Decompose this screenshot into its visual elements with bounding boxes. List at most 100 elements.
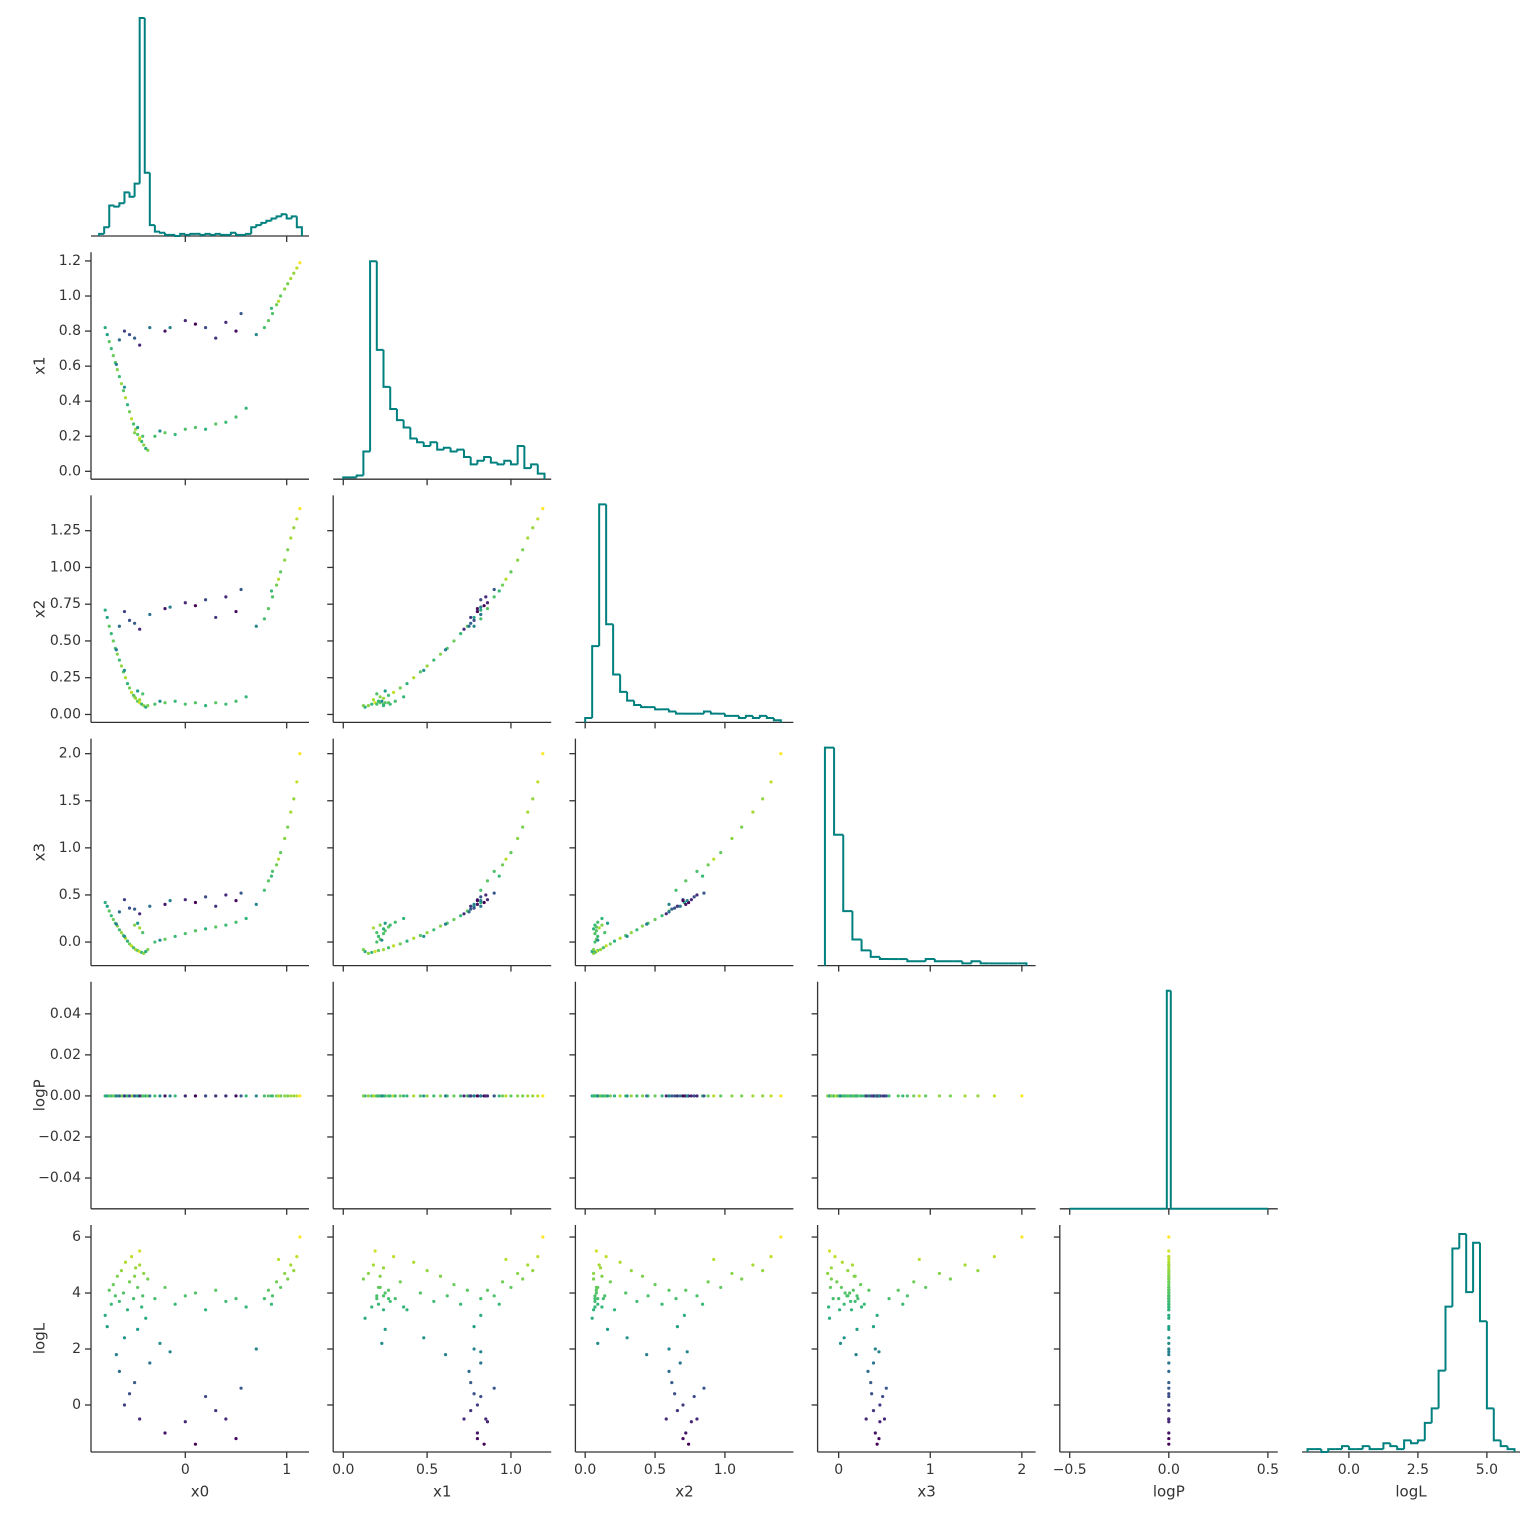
scatter-point <box>469 615 473 620</box>
scatter-point <box>673 1392 677 1396</box>
hist-bin <box>128 192 135 198</box>
scatter-point <box>526 1094 530 1098</box>
scatter-point <box>479 888 483 892</box>
scatter-point <box>127 1280 132 1284</box>
scatter-point <box>109 1302 113 1306</box>
scatter-point <box>138 627 142 631</box>
scatter-point <box>193 1442 198 1446</box>
hist-bin <box>612 624 621 676</box>
scatter-point <box>591 927 596 931</box>
scatter-point <box>719 850 723 855</box>
scatter-point <box>1167 1386 1171 1390</box>
scatter-point <box>432 1094 436 1098</box>
scatter-point <box>873 1347 877 1351</box>
scatter-point <box>113 1294 117 1298</box>
scatter-point <box>125 939 130 943</box>
scatter-point <box>107 624 111 628</box>
scatter-point <box>740 825 744 829</box>
scatter-point <box>1167 1257 1171 1262</box>
scatter-point <box>740 1277 744 1281</box>
hist-bin <box>1485 1321 1494 1410</box>
scatter-point <box>183 318 187 323</box>
scatter-point <box>438 652 443 656</box>
scatter-point <box>635 1299 639 1304</box>
scatter-point <box>295 517 299 521</box>
x-axis-label: x3 <box>917 1483 935 1501</box>
scatter-point <box>596 1297 600 1301</box>
y-tick-label: 0.75 <box>50 596 81 612</box>
scatter-point <box>405 939 409 943</box>
scatter-point <box>878 1420 882 1424</box>
y-tick-label: 0.0 <box>59 463 81 479</box>
scatter-point <box>119 1269 124 1273</box>
scatter-point <box>856 1297 860 1301</box>
scatter-point <box>593 1094 597 1098</box>
scatter-point <box>203 427 208 431</box>
scatter-point <box>193 425 198 430</box>
scatter-point <box>469 904 473 908</box>
scatter-point <box>148 1361 152 1365</box>
scatter-point <box>148 325 152 330</box>
hist-bin <box>598 503 607 647</box>
scatter-point <box>114 922 118 926</box>
scatter-point <box>833 1255 837 1259</box>
hist-bin <box>255 224 262 228</box>
scatter-point <box>695 869 699 874</box>
scatter-point <box>689 1420 693 1424</box>
scatter-point <box>593 1305 597 1309</box>
scatter-point <box>469 621 473 625</box>
y-tick-label: 0.50 <box>50 633 81 649</box>
scatter-point <box>418 1094 422 1098</box>
hist-bin <box>633 700 642 706</box>
hist-bin <box>389 386 397 410</box>
scatter-point <box>452 1283 456 1287</box>
x-tick-label: 2.5 <box>1407 1462 1429 1478</box>
scatter-point <box>700 874 705 878</box>
scatter-point <box>361 704 365 708</box>
scatter-point <box>224 1094 228 1098</box>
scatter-point <box>443 1094 448 1098</box>
scatter-point <box>422 1094 426 1098</box>
scatter-point <box>702 1094 706 1098</box>
scatter-point <box>391 944 396 948</box>
hist-bin <box>1451 1247 1460 1307</box>
scatter-point <box>479 612 483 617</box>
scatter-point <box>541 1235 545 1239</box>
scatter-point <box>485 607 490 611</box>
scatter-point <box>509 1285 513 1290</box>
scatter-point <box>601 946 605 950</box>
scatter-point <box>262 325 266 330</box>
scatter-point <box>541 752 545 756</box>
x-tick-label: 0.0 <box>574 1462 596 1478</box>
y-tick-label: 0.6 <box>59 358 81 374</box>
scatter-point <box>383 701 387 705</box>
scatter-point <box>740 1094 744 1098</box>
y-tick-label: −0.02 <box>38 1129 81 1145</box>
scatter-point <box>479 1297 483 1301</box>
scatter-point <box>163 902 167 906</box>
scatter-point <box>479 904 483 908</box>
x-tick-label: 2 <box>1017 1462 1026 1478</box>
scatter-point <box>509 570 513 574</box>
scatter-point <box>371 698 376 702</box>
hist-bin <box>409 427 418 440</box>
scatter-point <box>361 947 365 952</box>
scatter-point <box>276 1257 281 1262</box>
hist-bin <box>1017 962 1028 966</box>
scatter-point <box>376 1094 381 1098</box>
scatter-point <box>119 664 124 668</box>
scatter-point <box>667 1288 671 1292</box>
scatter-point <box>842 1336 846 1340</box>
scatter-point <box>425 1269 429 1273</box>
scatter-point <box>1167 1352 1171 1357</box>
hist-bin <box>469 457 478 466</box>
hist-bin <box>158 231 166 234</box>
scatter-point <box>686 1442 691 1446</box>
hist-bin <box>851 911 862 941</box>
scatter-point <box>526 1263 530 1267</box>
scatter-point <box>234 899 238 903</box>
scatter-point <box>603 931 607 935</box>
scatter-point <box>492 891 496 895</box>
hist-bin <box>214 232 221 235</box>
scatter-point <box>1167 1297 1171 1301</box>
